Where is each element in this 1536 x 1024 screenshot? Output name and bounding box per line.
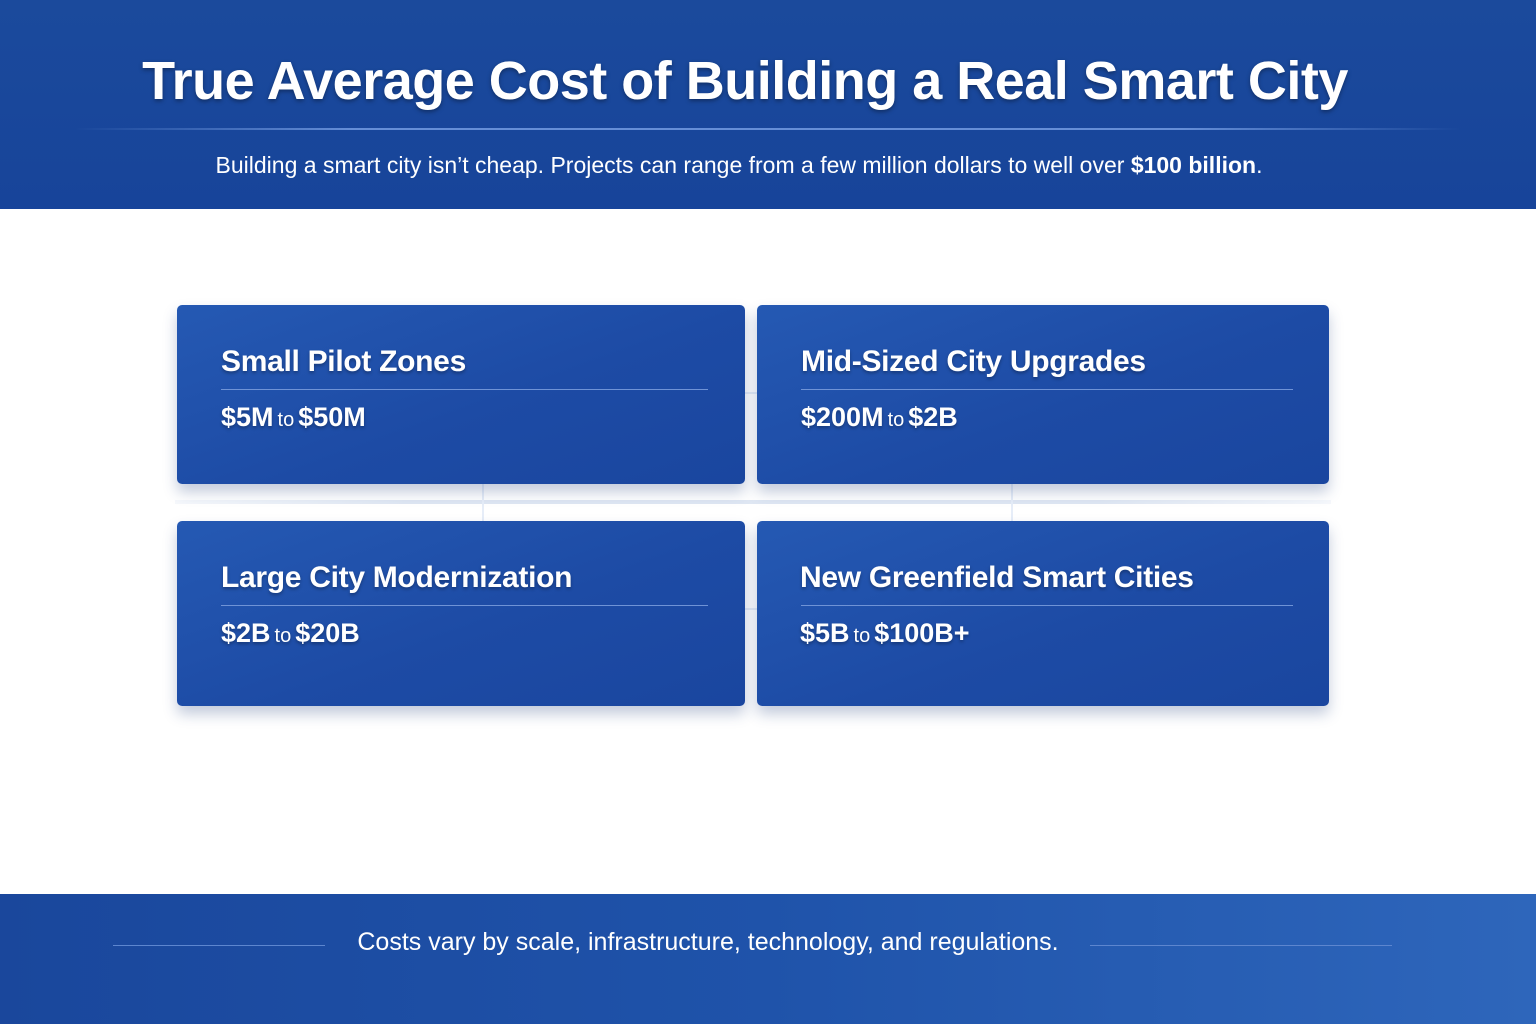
subtitle-emphasis: $100 billion <box>1130 152 1257 178</box>
card-title: Mid-Sized City Upgrades <box>801 345 1146 378</box>
card-divider <box>221 389 708 390</box>
cost-card-new-greenfield-smart-cities: New Greenfield Smart Cities $5B to $100B+ <box>757 521 1329 706</box>
card-divider <box>801 389 1293 390</box>
card-cost-range: $200M to $2B <box>801 402 958 433</box>
subtitle-end: . <box>1256 152 1263 178</box>
range-low: $5M <box>221 402 274 432</box>
range-high: $20B <box>295 618 360 648</box>
cost-card-mid-sized-city-upgrades: Mid-Sized City Upgrades $200M to $2B <box>757 305 1329 484</box>
card-divider <box>801 605 1293 606</box>
range-high: $2B <box>908 402 958 432</box>
card-title: New Greenfield Smart Cities <box>800 561 1194 594</box>
range-high: $100B+ <box>874 618 970 648</box>
card-divider <box>221 605 708 606</box>
page-title: True Average Cost of Building a Real Sma… <box>142 51 1348 111</box>
subtitle-text: Building a smart city isn’t cheap. Proje… <box>215 152 1131 178</box>
connector-right <box>1011 476 1013 528</box>
range-low: $5B <box>800 618 850 648</box>
range-to: to <box>274 625 292 647</box>
cost-card-large-city-modernization: Large City Modernization $2B to $20B <box>177 521 745 706</box>
page-subtitle: Building a smart city isn’t cheap. Proje… <box>0 152 1478 179</box>
cost-card-small-pilot-zones: Small Pilot Zones $5M to $50M <box>177 305 745 484</box>
card-title: Small Pilot Zones <box>221 345 466 378</box>
card-title: Large City Modernization <box>221 561 573 594</box>
card-cost-range: $2B to $20B <box>221 618 360 649</box>
range-to: to <box>853 625 871 647</box>
footer-divider-right <box>1090 945 1392 946</box>
range-to: to <box>887 409 905 431</box>
title-divider <box>75 128 1460 130</box>
card-cost-range: $5M to $50M <box>221 402 366 433</box>
card-cost-range: $5B to $100B+ <box>800 618 970 649</box>
footer-banner: Costs vary by scale, infrastructure, tec… <box>0 894 1536 1024</box>
header-banner: True Average Cost of Building a Real Sma… <box>0 0 1536 209</box>
footer-note: Costs vary by scale, infrastructure, tec… <box>357 928 1059 956</box>
footer-divider-left <box>113 945 325 946</box>
connector-top <box>736 392 766 394</box>
connector-bottom <box>736 608 766 610</box>
connector-left <box>482 476 484 528</box>
range-to: to <box>277 409 295 431</box>
range-high: $50M <box>298 402 366 432</box>
grid-divider <box>175 500 1331 504</box>
range-low: $2B <box>221 618 271 648</box>
range-low: $200M <box>801 402 884 432</box>
